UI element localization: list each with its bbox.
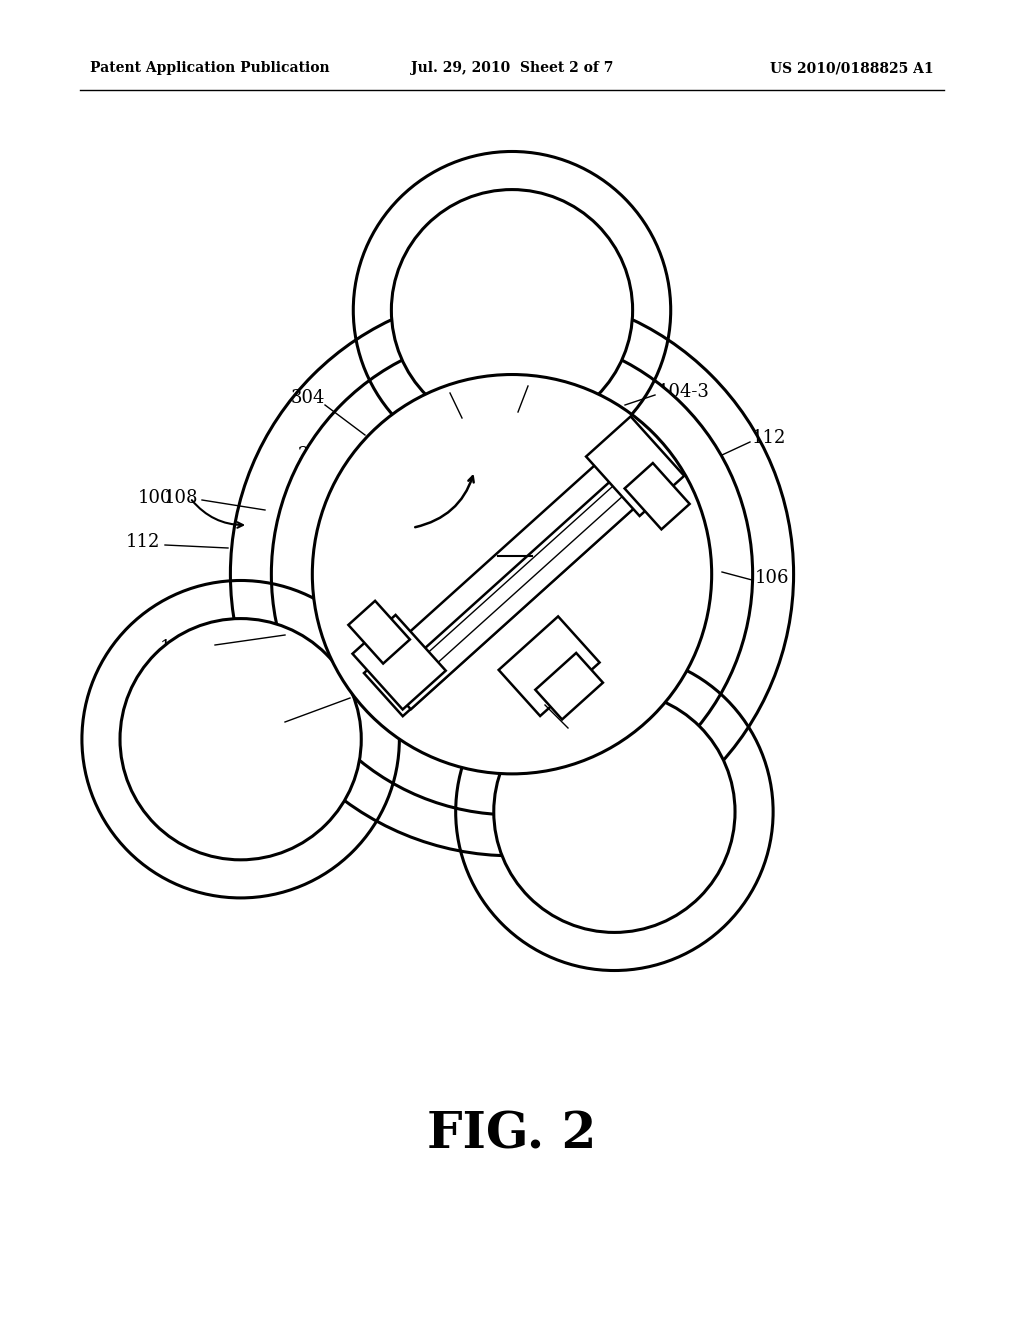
- Polygon shape: [387, 455, 664, 709]
- Text: 106: 106: [755, 569, 790, 587]
- Polygon shape: [348, 601, 410, 664]
- Text: 104-2: 104-2: [532, 729, 584, 747]
- Text: 102: 102: [423, 376, 457, 393]
- Polygon shape: [364, 432, 671, 717]
- Text: 108: 108: [498, 539, 532, 557]
- Text: 112: 112: [261, 721, 295, 739]
- Polygon shape: [536, 653, 603, 719]
- Ellipse shape: [494, 692, 735, 932]
- Text: 100: 100: [138, 488, 172, 507]
- Text: 112: 112: [525, 370, 559, 387]
- Polygon shape: [401, 470, 641, 688]
- Text: 304: 304: [291, 389, 326, 407]
- Text: FIG. 2: FIG. 2: [427, 1110, 597, 1159]
- Text: 108: 108: [164, 488, 198, 507]
- Polygon shape: [586, 416, 684, 516]
- Text: Patent Application Publication: Patent Application Publication: [90, 61, 330, 75]
- Text: Jul. 29, 2010  Sheet 2 of 7: Jul. 29, 2010 Sheet 2 of 7: [411, 61, 613, 75]
- Text: 104-1: 104-1: [160, 639, 212, 657]
- Text: 104-3: 104-3: [658, 383, 710, 401]
- Text: 201: 201: [298, 446, 333, 465]
- Ellipse shape: [120, 619, 361, 859]
- Ellipse shape: [391, 190, 633, 430]
- Ellipse shape: [271, 334, 753, 814]
- Text: 112: 112: [752, 429, 786, 447]
- Text: US 2010/0188825 A1: US 2010/0188825 A1: [770, 61, 934, 75]
- Polygon shape: [625, 463, 689, 529]
- Text: 112: 112: [126, 533, 160, 550]
- Polygon shape: [499, 616, 600, 715]
- Ellipse shape: [312, 375, 712, 774]
- Polygon shape: [352, 615, 445, 709]
